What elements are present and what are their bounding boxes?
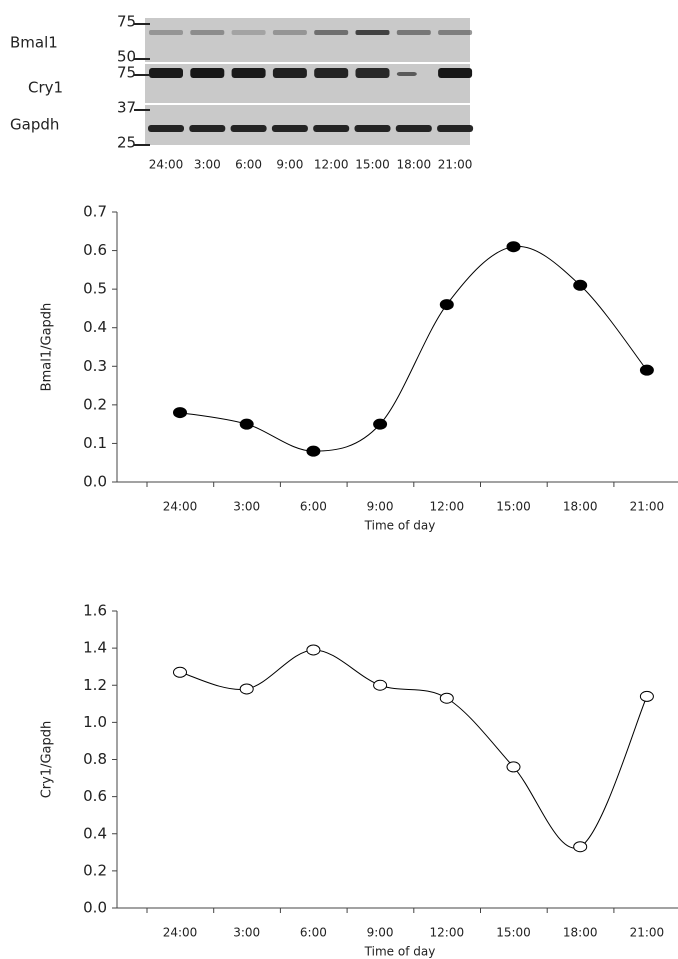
- data-point: [240, 684, 253, 694]
- marker-label: 25: [117, 134, 136, 152]
- figure: 24:003:006:009:0012:0015:0018:0021:00755…: [0, 0, 678, 959]
- blot-band: [149, 68, 183, 78]
- y-tick-label: 0.1: [83, 434, 107, 452]
- x-tick-label: 21:00: [630, 926, 665, 940]
- y-tick-label: 0.2: [83, 395, 107, 413]
- y-tick-label: 0.4: [83, 824, 107, 842]
- lane-label: 9:00: [276, 158, 303, 172]
- y-axis-label: Cry1/Gapdh: [40, 721, 55, 799]
- data-line: [180, 650, 647, 848]
- x-axis-label: Time of day: [364, 519, 436, 533]
- x-tick-label: 15:00: [496, 926, 531, 940]
- data-point: [174, 408, 187, 418]
- data-point: [174, 667, 187, 677]
- x-tick-label: 24:00: [163, 500, 198, 514]
- x-tick-label: 9:00: [367, 926, 394, 940]
- x-tick-label: 24:00: [163, 926, 198, 940]
- protein-label: Cry1: [28, 79, 63, 97]
- y-tick-label: 1.2: [83, 676, 107, 694]
- y-tick-label: 0.0: [83, 899, 107, 917]
- blot-band: [438, 68, 472, 78]
- protein-label: Gapdh: [10, 116, 59, 134]
- page: 24:003:006:009:0012:0015:0018:0021:00755…: [0, 0, 678, 959]
- x-tick-label: 12:00: [430, 500, 465, 514]
- x-tick-label: 6:00: [300, 500, 327, 514]
- x-tick-label: 6:00: [300, 926, 327, 940]
- blot-band: [356, 30, 390, 35]
- data-point: [640, 691, 653, 701]
- blot-band: [396, 125, 432, 132]
- y-tick-label: 0.2: [83, 861, 107, 879]
- y-tick-label: 1.0: [83, 713, 107, 731]
- y-axis-label: Bmal1/Gapdh: [40, 303, 55, 392]
- data-point: [374, 680, 387, 690]
- x-tick-label: 12:00: [430, 926, 465, 940]
- y-tick-label: 1.4: [83, 639, 107, 657]
- lane-label: 12:00: [314, 158, 349, 172]
- x-tick-label: 3:00: [233, 926, 260, 940]
- marker-label: 75: [117, 13, 136, 31]
- lane-label: 24:00: [149, 158, 184, 172]
- y-tick-label: 0.3: [83, 357, 107, 375]
- blot-band: [148, 125, 184, 132]
- x-tick-label: 15:00: [496, 500, 531, 514]
- blot-band: [438, 30, 472, 35]
- x-tick-label: 21:00: [630, 500, 665, 514]
- blot-band: [190, 68, 224, 78]
- blot-band: [314, 68, 348, 78]
- data-point: [507, 242, 520, 252]
- blot-band: [397, 72, 417, 76]
- marker-label: 75: [117, 64, 136, 82]
- blot-band: [272, 125, 308, 132]
- blot-band: [397, 30, 431, 35]
- lane-label: 18:00: [397, 158, 432, 172]
- blot-band: [232, 68, 266, 78]
- blot-band: [314, 30, 348, 35]
- y-tick-label: 0.6: [83, 241, 107, 259]
- blot-band: [232, 30, 266, 35]
- blot-band: [231, 125, 267, 132]
- data-point: [374, 419, 387, 429]
- y-tick-label: 0.4: [83, 318, 107, 336]
- blot-band: [273, 30, 307, 35]
- x-tick-label: 9:00: [367, 500, 394, 514]
- blot-band: [313, 125, 349, 132]
- lane-label: 21:00: [438, 158, 473, 172]
- data-point: [307, 446, 320, 456]
- y-tick-label: 0.5: [83, 280, 107, 298]
- blot-band: [149, 30, 183, 35]
- y-tick-label: 0.0: [83, 473, 107, 491]
- x-tick-label: 18:00: [563, 926, 598, 940]
- marker-label: 37: [117, 99, 136, 117]
- blot-band: [190, 30, 224, 35]
- y-tick-label: 0.8: [83, 750, 107, 768]
- blot-band: [437, 125, 473, 132]
- data-point: [440, 300, 453, 310]
- x-axis-label: Time of day: [364, 945, 436, 959]
- data-point: [640, 365, 653, 375]
- data-point: [440, 693, 453, 703]
- blot-band: [356, 68, 390, 78]
- data-point: [574, 842, 587, 852]
- data-point: [507, 762, 520, 772]
- data-point: [240, 419, 253, 429]
- y-tick-label: 0.7: [83, 203, 107, 221]
- protein-label: Bmal1: [10, 34, 58, 52]
- lane-label: 3:00: [194, 158, 221, 172]
- lane-label: 15:00: [355, 158, 390, 172]
- y-tick-label: 1.6: [83, 602, 107, 620]
- data-point: [307, 645, 320, 655]
- blot-band: [273, 68, 307, 78]
- blot-band: [355, 125, 391, 132]
- x-tick-label: 3:00: [233, 500, 260, 514]
- data-point: [574, 280, 587, 290]
- y-tick-label: 0.6: [83, 787, 107, 805]
- lane-label: 6:00: [235, 158, 262, 172]
- blot-strip: [145, 18, 470, 62]
- blot-band: [189, 125, 225, 132]
- x-tick-label: 18:00: [563, 500, 598, 514]
